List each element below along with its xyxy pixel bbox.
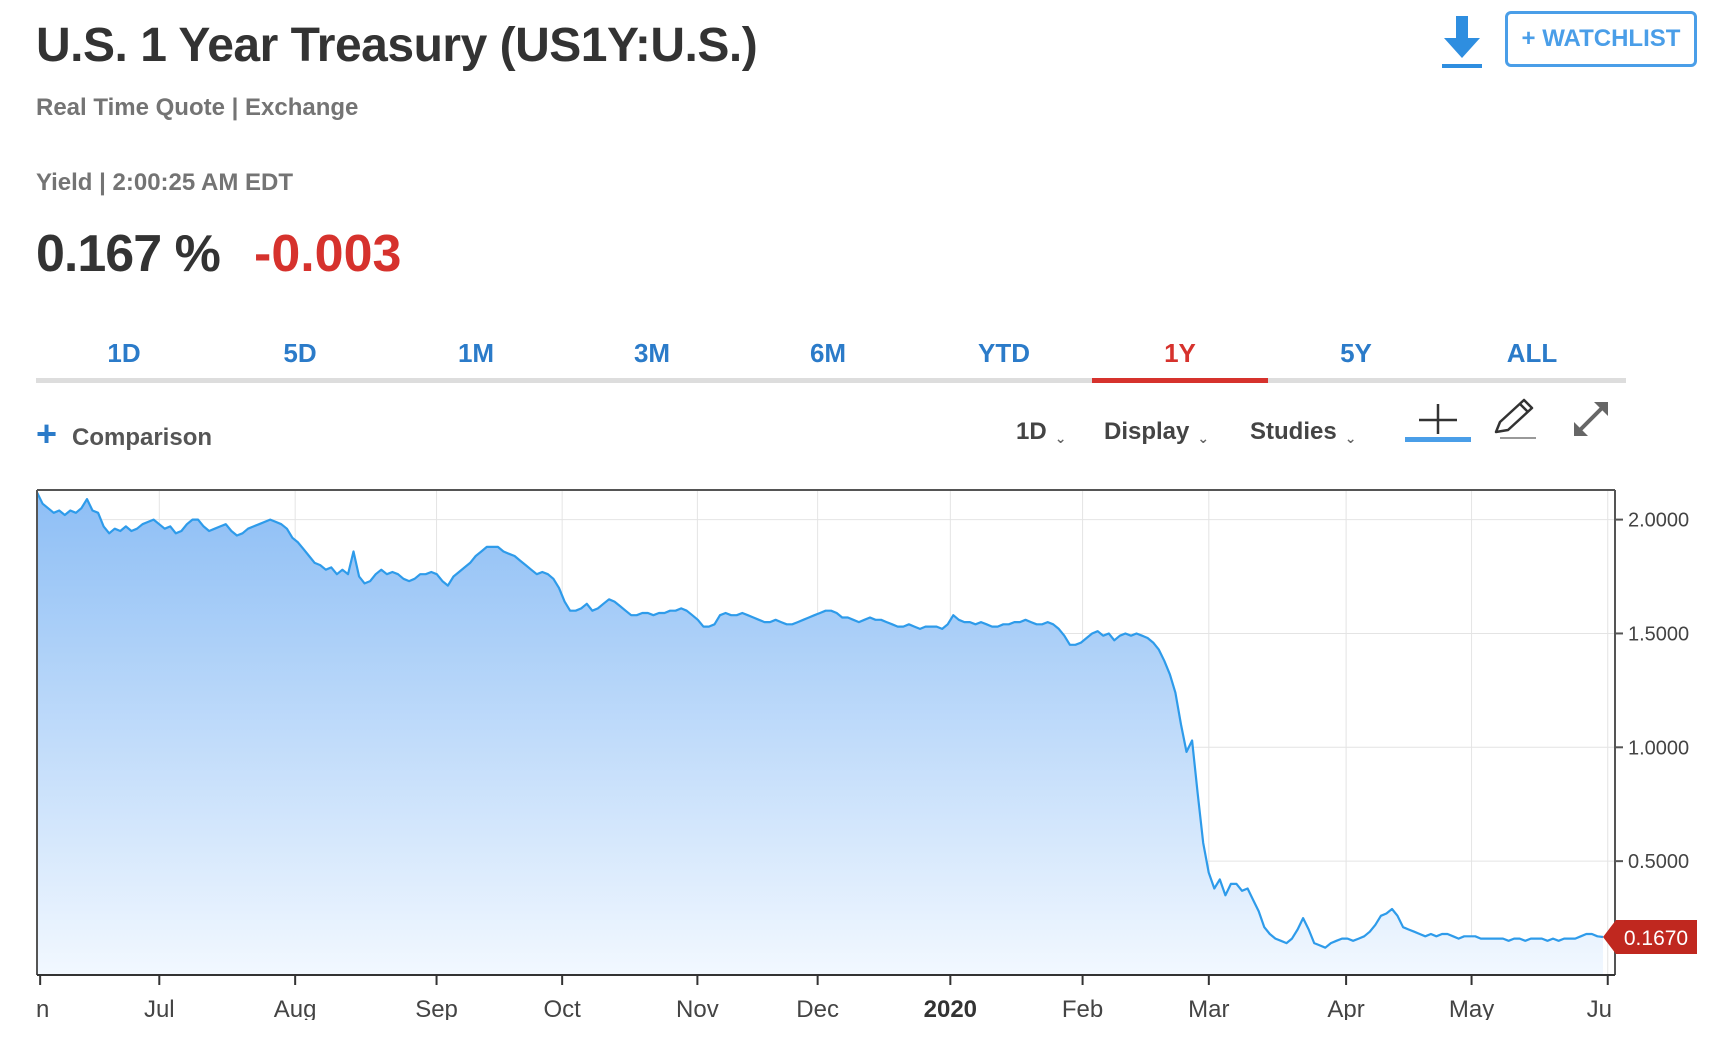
chevron-down-icon: ⌄ — [1197, 430, 1210, 446]
x-tick-label: Apr — [1327, 996, 1364, 1020]
tab-ytd[interactable]: YTD — [978, 338, 1030, 368]
page-title: U.S. 1 Year Treasury (US1Y:U.S.) — [36, 19, 758, 72]
y-tick-label: 2.0000 — [1628, 510, 1689, 532]
x-tick-label: Dec — [796, 996, 839, 1020]
chevron-down-icon: ⌄ — [1344, 430, 1357, 446]
yield-timestamp: Yield | 2:00:25 AM EDT — [36, 169, 294, 196]
tab-6m[interactable]: 6M — [809, 338, 847, 368]
crosshair-button[interactable] — [1405, 396, 1471, 444]
yield-chart[interactable]: n Jul Aug Sep Oct Nov Dec 2020 Feb Mar Apr May Ju 2.… — [0, 460, 1718, 1020]
studies-dropdown[interactable]: Studies ⌄ — [1250, 418, 1356, 446]
x-tick-label: Mar — [1188, 996, 1229, 1020]
last-value-label: 0.1670 — [1603, 919, 1697, 954]
area-fill — [37, 492, 1603, 975]
tab-5d[interactable]: 5D — [283, 338, 317, 368]
interval-label: 1D — [1016, 418, 1047, 445]
x-tick-label: Ju — [1587, 996, 1612, 1020]
x-tick-label: 2020 — [924, 996, 977, 1020]
display-dropdown[interactable]: Display ⌄ — [1104, 418, 1209, 446]
comparison-label: Comparison — [72, 424, 213, 451]
chevron-down-icon: ⌄ — [1054, 430, 1067, 446]
crosshair-icon — [1405, 404, 1471, 442]
x-tick-label: Nov — [676, 996, 719, 1020]
x-tick-label: May — [1449, 996, 1494, 1020]
fullscreen-button[interactable] — [1566, 396, 1632, 444]
download-button[interactable] — [1440, 14, 1484, 70]
pencil-icon — [1494, 398, 1536, 439]
display-label: Display — [1104, 418, 1190, 445]
draw-button[interactable] — [1486, 396, 1552, 444]
tab-1m[interactable]: 1M — [457, 338, 495, 368]
y-tick-label: 1.5000 — [1628, 623, 1689, 645]
studies-label: Studies — [1250, 418, 1337, 445]
tab-1y[interactable]: 1Y — [1092, 330, 1268, 383]
x-tick-label: Oct — [543, 996, 581, 1020]
plus-icon: + — [36, 413, 58, 454]
tab-all[interactable]: ALL — [1506, 338, 1558, 368]
tab-3m[interactable]: 3M — [633, 338, 671, 368]
x-tick-label: Aug — [274, 996, 317, 1020]
expand-icon — [1574, 402, 1608, 436]
add-to-watchlist-button[interactable]: + WATCHLIST — [1505, 11, 1697, 67]
x-tick-label: Sep — [415, 996, 458, 1020]
tab-5y[interactable]: 5Y — [1340, 338, 1372, 368]
x-tick-label: Jul — [144, 996, 175, 1020]
tab-1d[interactable]: 1D — [107, 338, 141, 368]
yield-change: -0.003 — [254, 225, 402, 283]
y-tick-label: 1.0000 — [1628, 737, 1689, 759]
interval-dropdown[interactable]: 1D ⌄ — [1016, 418, 1066, 446]
x-tick-label: n — [36, 996, 49, 1020]
y-tick-label: 0.5000 — [1628, 851, 1689, 873]
quote-source: Real Time Quote | Exchange — [36, 94, 359, 121]
download-icon — [1442, 16, 1482, 68]
yield-price: 0.167 % — [36, 225, 221, 283]
range-tabs: 1D 5D 1M 3M 6M YTD 1Y 5Y ALL — [36, 330, 1626, 383]
last-value-text: 0.1670 — [1624, 927, 1688, 950]
series-line — [36, 491, 1604, 949]
x-tick-label: Feb — [1062, 996, 1103, 1020]
